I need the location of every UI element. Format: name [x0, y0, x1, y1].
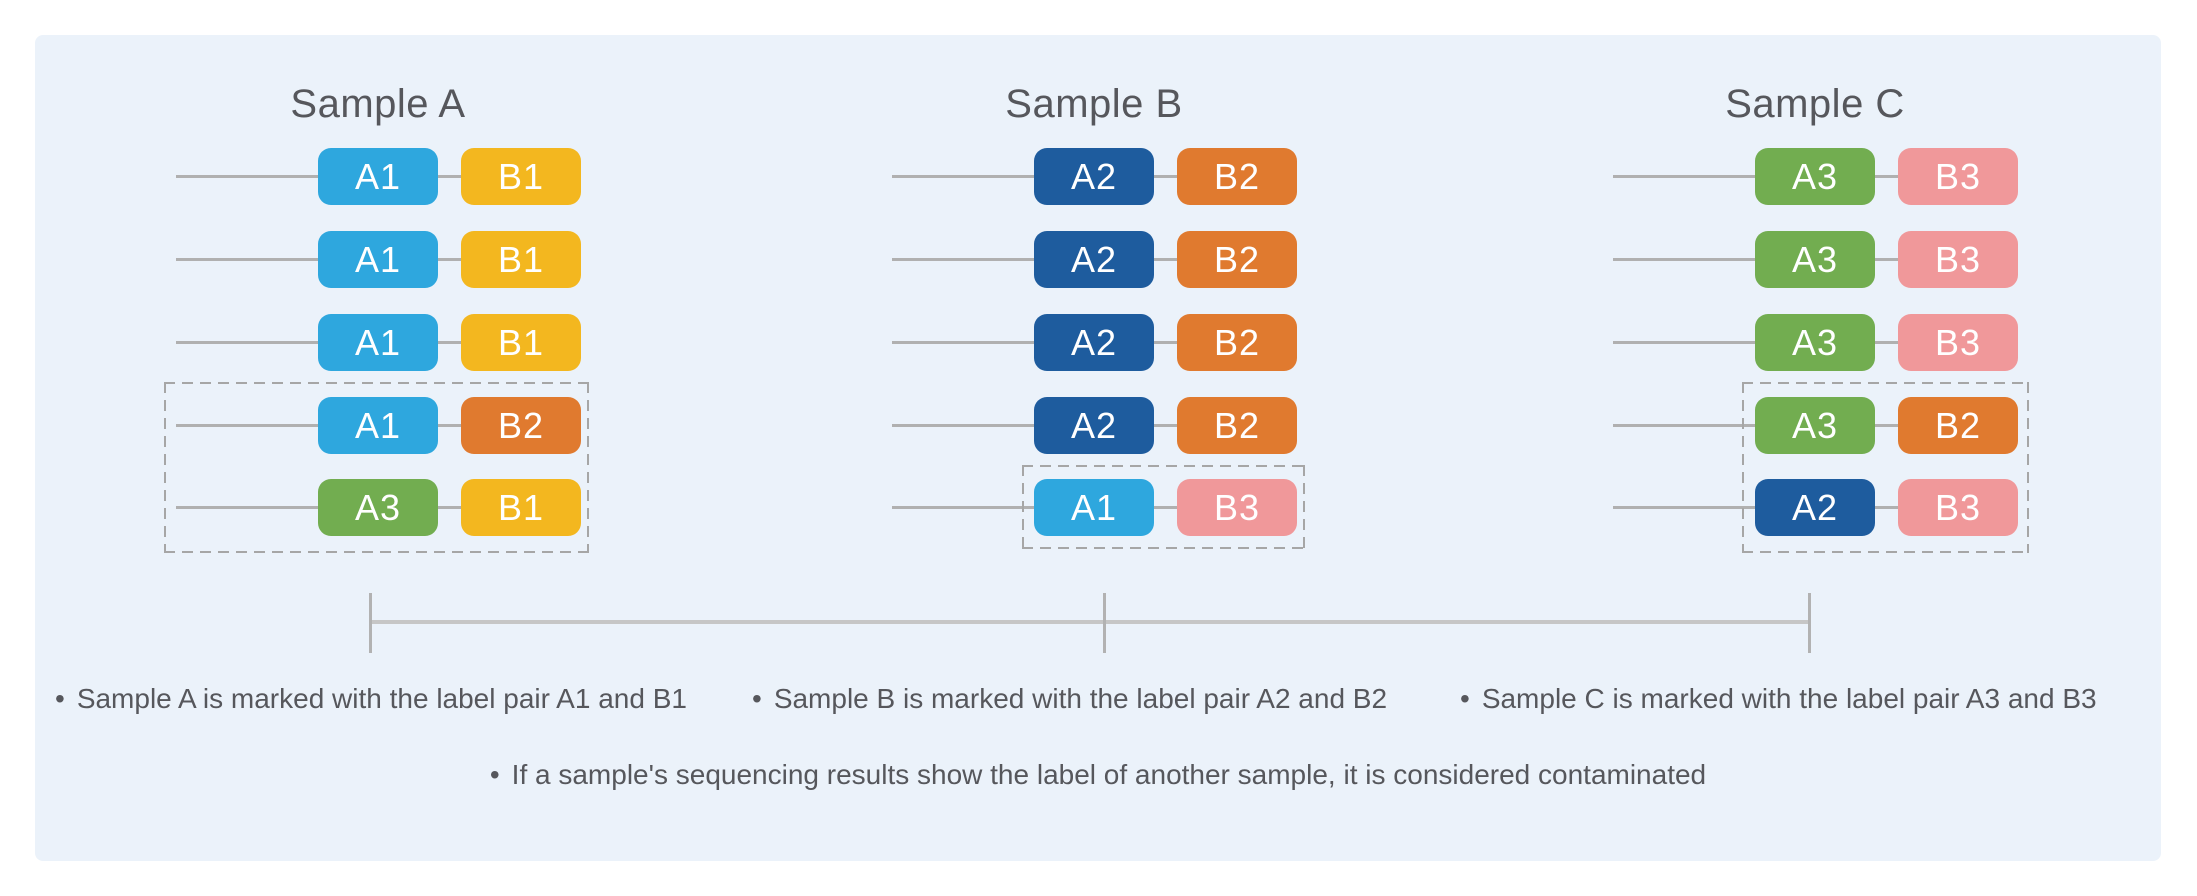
label-chip: B1: [461, 148, 581, 205]
bullet-icon: •: [1460, 683, 1470, 714]
sample-title: Sample C: [1725, 82, 1905, 126]
label-chip: A3: [1755, 314, 1875, 371]
contamination-box: [1022, 465, 1305, 549]
note-text: Sample C is marked with the label pair A…: [1481, 683, 2097, 714]
label-chip: A2: [1034, 231, 1154, 288]
note-text: If a sample's sequencing results show th…: [511, 759, 1707, 790]
read-row: A3 B3: [1613, 148, 2019, 205]
sample-title: Sample A: [290, 82, 466, 126]
note-contamination-rule: • If a sample's sequencing results show t…: [35, 758, 2161, 792]
label-chip: B3: [1898, 314, 2018, 371]
bracket-tick-sample-c: [1808, 593, 1811, 653]
sample-c-column: Sample C A3 B3 A3 B3 A3 B3 A3 B2 A2 B3: [1613, 0, 2029, 600]
bullet-icon: •: [752, 683, 762, 714]
label-chip: B3: [1898, 231, 2018, 288]
bracket-bar: [370, 620, 1810, 624]
note-sample-a: • Sample A is marked with the label pair …: [55, 682, 687, 716]
contamination-box: [1742, 382, 2029, 553]
label-chip: B1: [461, 314, 581, 371]
label-chip: A3: [1755, 231, 1875, 288]
label-chip: B2: [1177, 314, 1297, 371]
label-chip: A1: [318, 148, 438, 205]
read-row: A2 B2: [892, 148, 1298, 205]
sample-a-column: Sample A A1 B1 A1 B1 A1 B1 A1 B2 A3 B1: [164, 0, 589, 600]
label-chip: A2: [1034, 397, 1154, 454]
label-chip: B2: [1177, 148, 1297, 205]
label-chip: B1: [461, 231, 581, 288]
note-text: Sample A is marked with the label pair A…: [76, 683, 687, 714]
read-row: A1 B1: [176, 148, 582, 205]
read-row: A3 B3: [1613, 231, 2019, 288]
bullet-icon: •: [55, 683, 65, 714]
note-sample-c: • Sample C is marked with the label pair …: [1460, 682, 2097, 716]
label-chip: B2: [1177, 397, 1297, 454]
label-chip: B3: [1898, 148, 2018, 205]
read-row: A1 B1: [176, 231, 582, 288]
label-chip: A3: [1755, 148, 1875, 205]
label-chip: A1: [318, 314, 438, 371]
sample-b-column: Sample B A2 B2 A2 B2 A2 B2 A2 B2 A1 B3: [892, 0, 1305, 600]
read-row: A2 B2: [892, 397, 1298, 454]
contamination-box: [164, 382, 589, 553]
bullet-icon: •: [489, 759, 500, 790]
note-sample-b: • Sample B is marked with the label pair …: [752, 682, 1387, 716]
label-chip: B2: [1177, 231, 1297, 288]
label-chip: A1: [318, 231, 438, 288]
bracket-tick-sample-a: [369, 593, 372, 653]
read-row: A2 B2: [892, 231, 1298, 288]
sample-title: Sample B: [1005, 82, 1183, 126]
bracket-tick-sample-b: [1103, 593, 1106, 653]
read-row: A2 B2: [892, 314, 1298, 371]
read-row: A1 B1: [176, 314, 582, 371]
label-chip: A2: [1034, 314, 1154, 371]
label-chip: A2: [1034, 148, 1154, 205]
read-row: A3 B3: [1613, 314, 2019, 371]
note-text: Sample B is marked with the label pair A…: [773, 683, 1388, 714]
